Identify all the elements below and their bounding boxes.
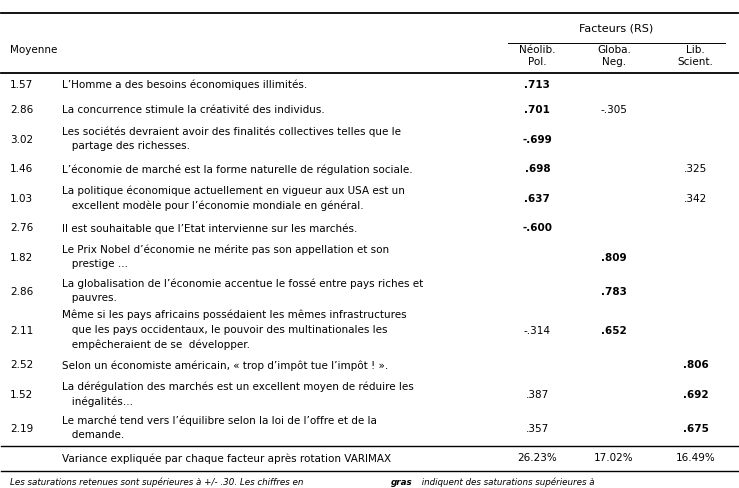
Text: .806: .806 xyxy=(683,360,709,370)
Text: excellent modèle pour l’économie mondiale en général.: excellent modèle pour l’économie mondial… xyxy=(62,200,364,211)
Text: .809: .809 xyxy=(601,253,627,263)
Text: 2.11: 2.11 xyxy=(10,326,33,336)
Text: Néolib.
Pol.: Néolib. Pol. xyxy=(519,45,556,67)
Text: Il est souhaitable que l’Etat intervienne sur les marchés.: Il est souhaitable que l’Etat intervienn… xyxy=(62,223,357,234)
Text: .357: .357 xyxy=(525,424,549,434)
Text: empêcheraient de se  développer.: empêcheraient de se développer. xyxy=(62,340,250,350)
Text: Moyenne: Moyenne xyxy=(10,45,58,55)
Text: Les saturations retenues sont supérieures à +/- .30. Les chiffres en: Les saturations retenues sont supérieure… xyxy=(10,478,307,488)
Text: .701: .701 xyxy=(525,105,551,115)
Text: Même si les pays africains possédaient les mêmes infrastructures: Même si les pays africains possédaient l… xyxy=(62,309,406,320)
Text: .387: .387 xyxy=(525,390,549,400)
Text: .698: .698 xyxy=(525,164,550,174)
Text: 1.82: 1.82 xyxy=(10,253,33,263)
Text: 2.86: 2.86 xyxy=(10,287,33,297)
Text: Le marché tend vers l’équilibre selon la loi de l’offre et de la: Le marché tend vers l’équilibre selon la… xyxy=(62,415,377,426)
Text: que les pays occidentaux, le pouvoir des multinationales les: que les pays occidentaux, le pouvoir des… xyxy=(62,325,387,335)
Text: .652: .652 xyxy=(601,326,627,336)
Text: 3.02: 3.02 xyxy=(10,135,33,145)
Text: prestige …: prestige … xyxy=(62,259,128,269)
Text: indiquent des saturations supérieures à: indiquent des saturations supérieures à xyxy=(419,478,594,488)
Text: -.699: -.699 xyxy=(522,135,552,145)
Text: 1.46: 1.46 xyxy=(10,164,33,174)
Text: -.600: -.600 xyxy=(522,224,552,233)
Text: 1.52: 1.52 xyxy=(10,390,33,400)
Text: L’économie de marché est la forme naturelle de régulation sociale.: L’économie de marché est la forme nature… xyxy=(62,164,412,175)
Text: 2.86: 2.86 xyxy=(10,105,33,115)
Text: Lib.
Scient.: Lib. Scient. xyxy=(678,45,714,67)
Text: -.305: -.305 xyxy=(601,105,627,115)
Text: 2.76: 2.76 xyxy=(10,224,33,233)
Text: Globa.
Neg.: Globa. Neg. xyxy=(597,45,631,67)
Text: La globalisation de l’économie accentue le fossé entre pays riches et: La globalisation de l’économie accentue … xyxy=(62,278,423,289)
Text: demande.: demande. xyxy=(62,430,124,440)
Text: 26.23%: 26.23% xyxy=(517,453,557,464)
Text: .783: .783 xyxy=(601,287,627,297)
Text: Facteurs (RS): Facteurs (RS) xyxy=(579,23,653,34)
Text: 2.19: 2.19 xyxy=(10,424,33,434)
Text: 1.03: 1.03 xyxy=(10,194,33,204)
Text: 2.52: 2.52 xyxy=(10,360,33,370)
Text: inégalités…: inégalités… xyxy=(62,396,133,407)
Text: pauvres.: pauvres. xyxy=(62,293,117,304)
Text: gras: gras xyxy=(391,478,412,487)
Text: .713: .713 xyxy=(525,80,551,90)
Text: Variance expliquée par chaque facteur après rotation VARIMAX: Variance expliquée par chaque facteur ap… xyxy=(62,453,391,464)
Text: Selon un économiste américain, « trop d’impôt tue l’impôt ! ».: Selon un économiste américain, « trop d’… xyxy=(62,360,388,370)
Text: .675: .675 xyxy=(683,424,709,434)
Text: -.314: -.314 xyxy=(524,326,551,336)
Text: 17.02%: 17.02% xyxy=(594,453,634,464)
Text: .637: .637 xyxy=(525,194,551,204)
Text: Les sociétés devraient avoir des finalités collectives telles que le: Les sociétés devraient avoir des finalit… xyxy=(62,126,401,137)
Text: .325: .325 xyxy=(684,164,707,174)
Text: La dérégulation des marchés est un excellent moyen de réduire les: La dérégulation des marchés est un excel… xyxy=(62,381,414,392)
Text: La concurrence stimule la créativité des individus.: La concurrence stimule la créativité des… xyxy=(62,105,324,115)
Text: La politique économique actuellement en vigueur aux USA est un: La politique économique actuellement en … xyxy=(62,185,405,196)
Text: .342: .342 xyxy=(684,194,707,204)
Text: .692: .692 xyxy=(683,390,709,400)
Text: 16.49%: 16.49% xyxy=(675,453,715,464)
Text: L’Homme a des besoins économiques illimités.: L’Homme a des besoins économiques illimi… xyxy=(62,80,307,90)
Text: 1.57: 1.57 xyxy=(10,80,33,90)
Text: partage des richesses.: partage des richesses. xyxy=(62,141,190,151)
Text: Le Prix Nobel d’économie ne mérite pas son appellation et son: Le Prix Nobel d’économie ne mérite pas s… xyxy=(62,244,389,255)
